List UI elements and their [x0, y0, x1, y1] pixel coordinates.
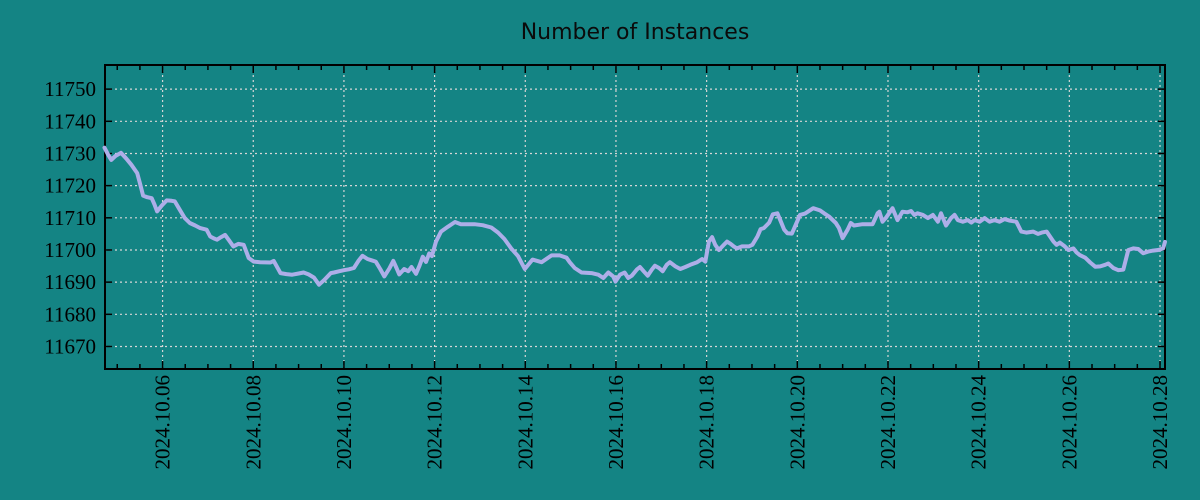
x-tick-label: 2024.10.24	[967, 375, 991, 470]
x-tick-label: 2024.10.06	[151, 375, 175, 470]
y-tick-label: 11700	[44, 238, 96, 262]
y-tick-label: 11750	[44, 77, 96, 101]
x-tick-label: 2024.10.28	[1148, 375, 1172, 470]
x-tick-label: 2024.10.08	[241, 375, 265, 470]
axis-ticks	[105, 65, 1165, 369]
y-tick-label: 11730	[44, 141, 96, 165]
x-tick-label: 2024.10.12	[423, 375, 447, 470]
y-tick-label: 11690	[44, 270, 96, 294]
chart-title: Number of Instances	[521, 20, 750, 45]
gridlines	[105, 65, 1165, 369]
axis-tick-labels: 11750 11740 11730 11720 11710 11700 11690 11680…	[44, 77, 1172, 469]
series-line	[102, 145, 1167, 287]
x-tick-label: 2024.10.16	[604, 375, 628, 470]
x-tick-label: 2024.10.20	[785, 375, 809, 470]
x-tick-label: 2024.10.10	[332, 375, 356, 470]
plot-area-border	[104, 64, 1166, 370]
x-tick-label: 2024.10.22	[876, 375, 900, 470]
y-tick-label: 11680	[44, 302, 96, 326]
y-tick-label: 11710	[44, 206, 96, 230]
x-tick-label: 2024.10.18	[695, 375, 719, 470]
data-series	[102, 145, 1167, 287]
x-tick-label: 2024.10.14	[513, 375, 537, 470]
y-tick-label: 11720	[44, 174, 96, 198]
y-tick-label: 11740	[44, 109, 96, 133]
y-tick-label: 11670	[44, 334, 96, 358]
x-tick-label: 2024.10.26	[1057, 375, 1081, 470]
